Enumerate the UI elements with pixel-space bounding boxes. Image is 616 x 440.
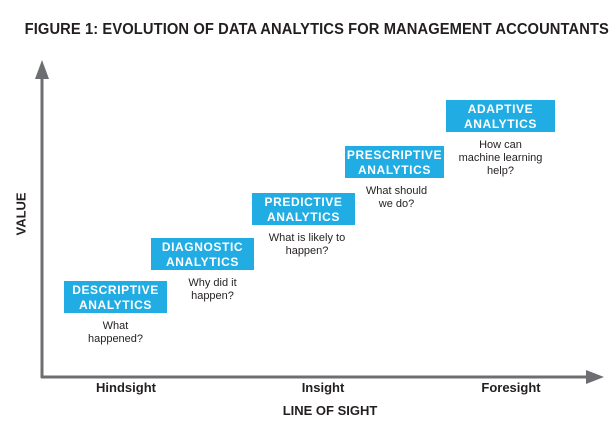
y-axis-label: VALUE (13, 192, 29, 236)
x-axis-label: LINE OF SIGHT (282, 403, 378, 418)
stage-box-line2: ANALYTICS (166, 255, 239, 269)
stage-question-adaptive: How can machine learning help? (458, 139, 543, 177)
figure-title: FIGURE 1: EVOLUTION OF DATA ANALYTICS FO… (24, 21, 609, 38)
stage-question-diagnostic: Why did it happen? (188, 277, 237, 302)
stage-box-line1: ADAPTIVE (467, 102, 534, 116)
stage-question-predictive: What is likely to happen? (268, 232, 346, 257)
x-tick-hindsight: Hindsight (96, 380, 156, 395)
stage-box-descriptive: DESCRIPTIVE ANALYTICS (64, 281, 167, 313)
stage-box-line1: PRESCRIPTIVE (346, 148, 443, 162)
stage-box-line2: ANALYTICS (267, 210, 340, 224)
stage-box-prescriptive: PRESCRIPTIVE ANALYTICS (345, 146, 444, 178)
stage-box-adaptive: ADAPTIVE ANALYTICS (446, 100, 555, 132)
stage-box-line1: DESCRIPTIVE (72, 283, 159, 297)
stage-box-line2: ANALYTICS (464, 117, 537, 131)
stage-box-diagnostic: DIAGNOSTIC ANALYTICS (151, 238, 254, 270)
stage-question-descriptive: What happened? (87, 320, 144, 345)
stage-box-line2: ANALYTICS (358, 163, 431, 177)
x-tick-foresight: Foresight (481, 380, 541, 395)
stage-box-predictive: PREDICTIVE ANALYTICS (252, 193, 355, 225)
stage-box-line2: ANALYTICS (79, 298, 152, 312)
stage-box-line1: DIAGNOSTIC (161, 240, 244, 254)
stage-box-line1: PREDICTIVE (264, 195, 343, 209)
x-tick-insight: Insight (301, 380, 345, 395)
stage-question-prescriptive: What should we do? (365, 185, 428, 210)
x-axis-arrowhead (586, 370, 604, 384)
y-axis-arrowhead (35, 60, 49, 79)
